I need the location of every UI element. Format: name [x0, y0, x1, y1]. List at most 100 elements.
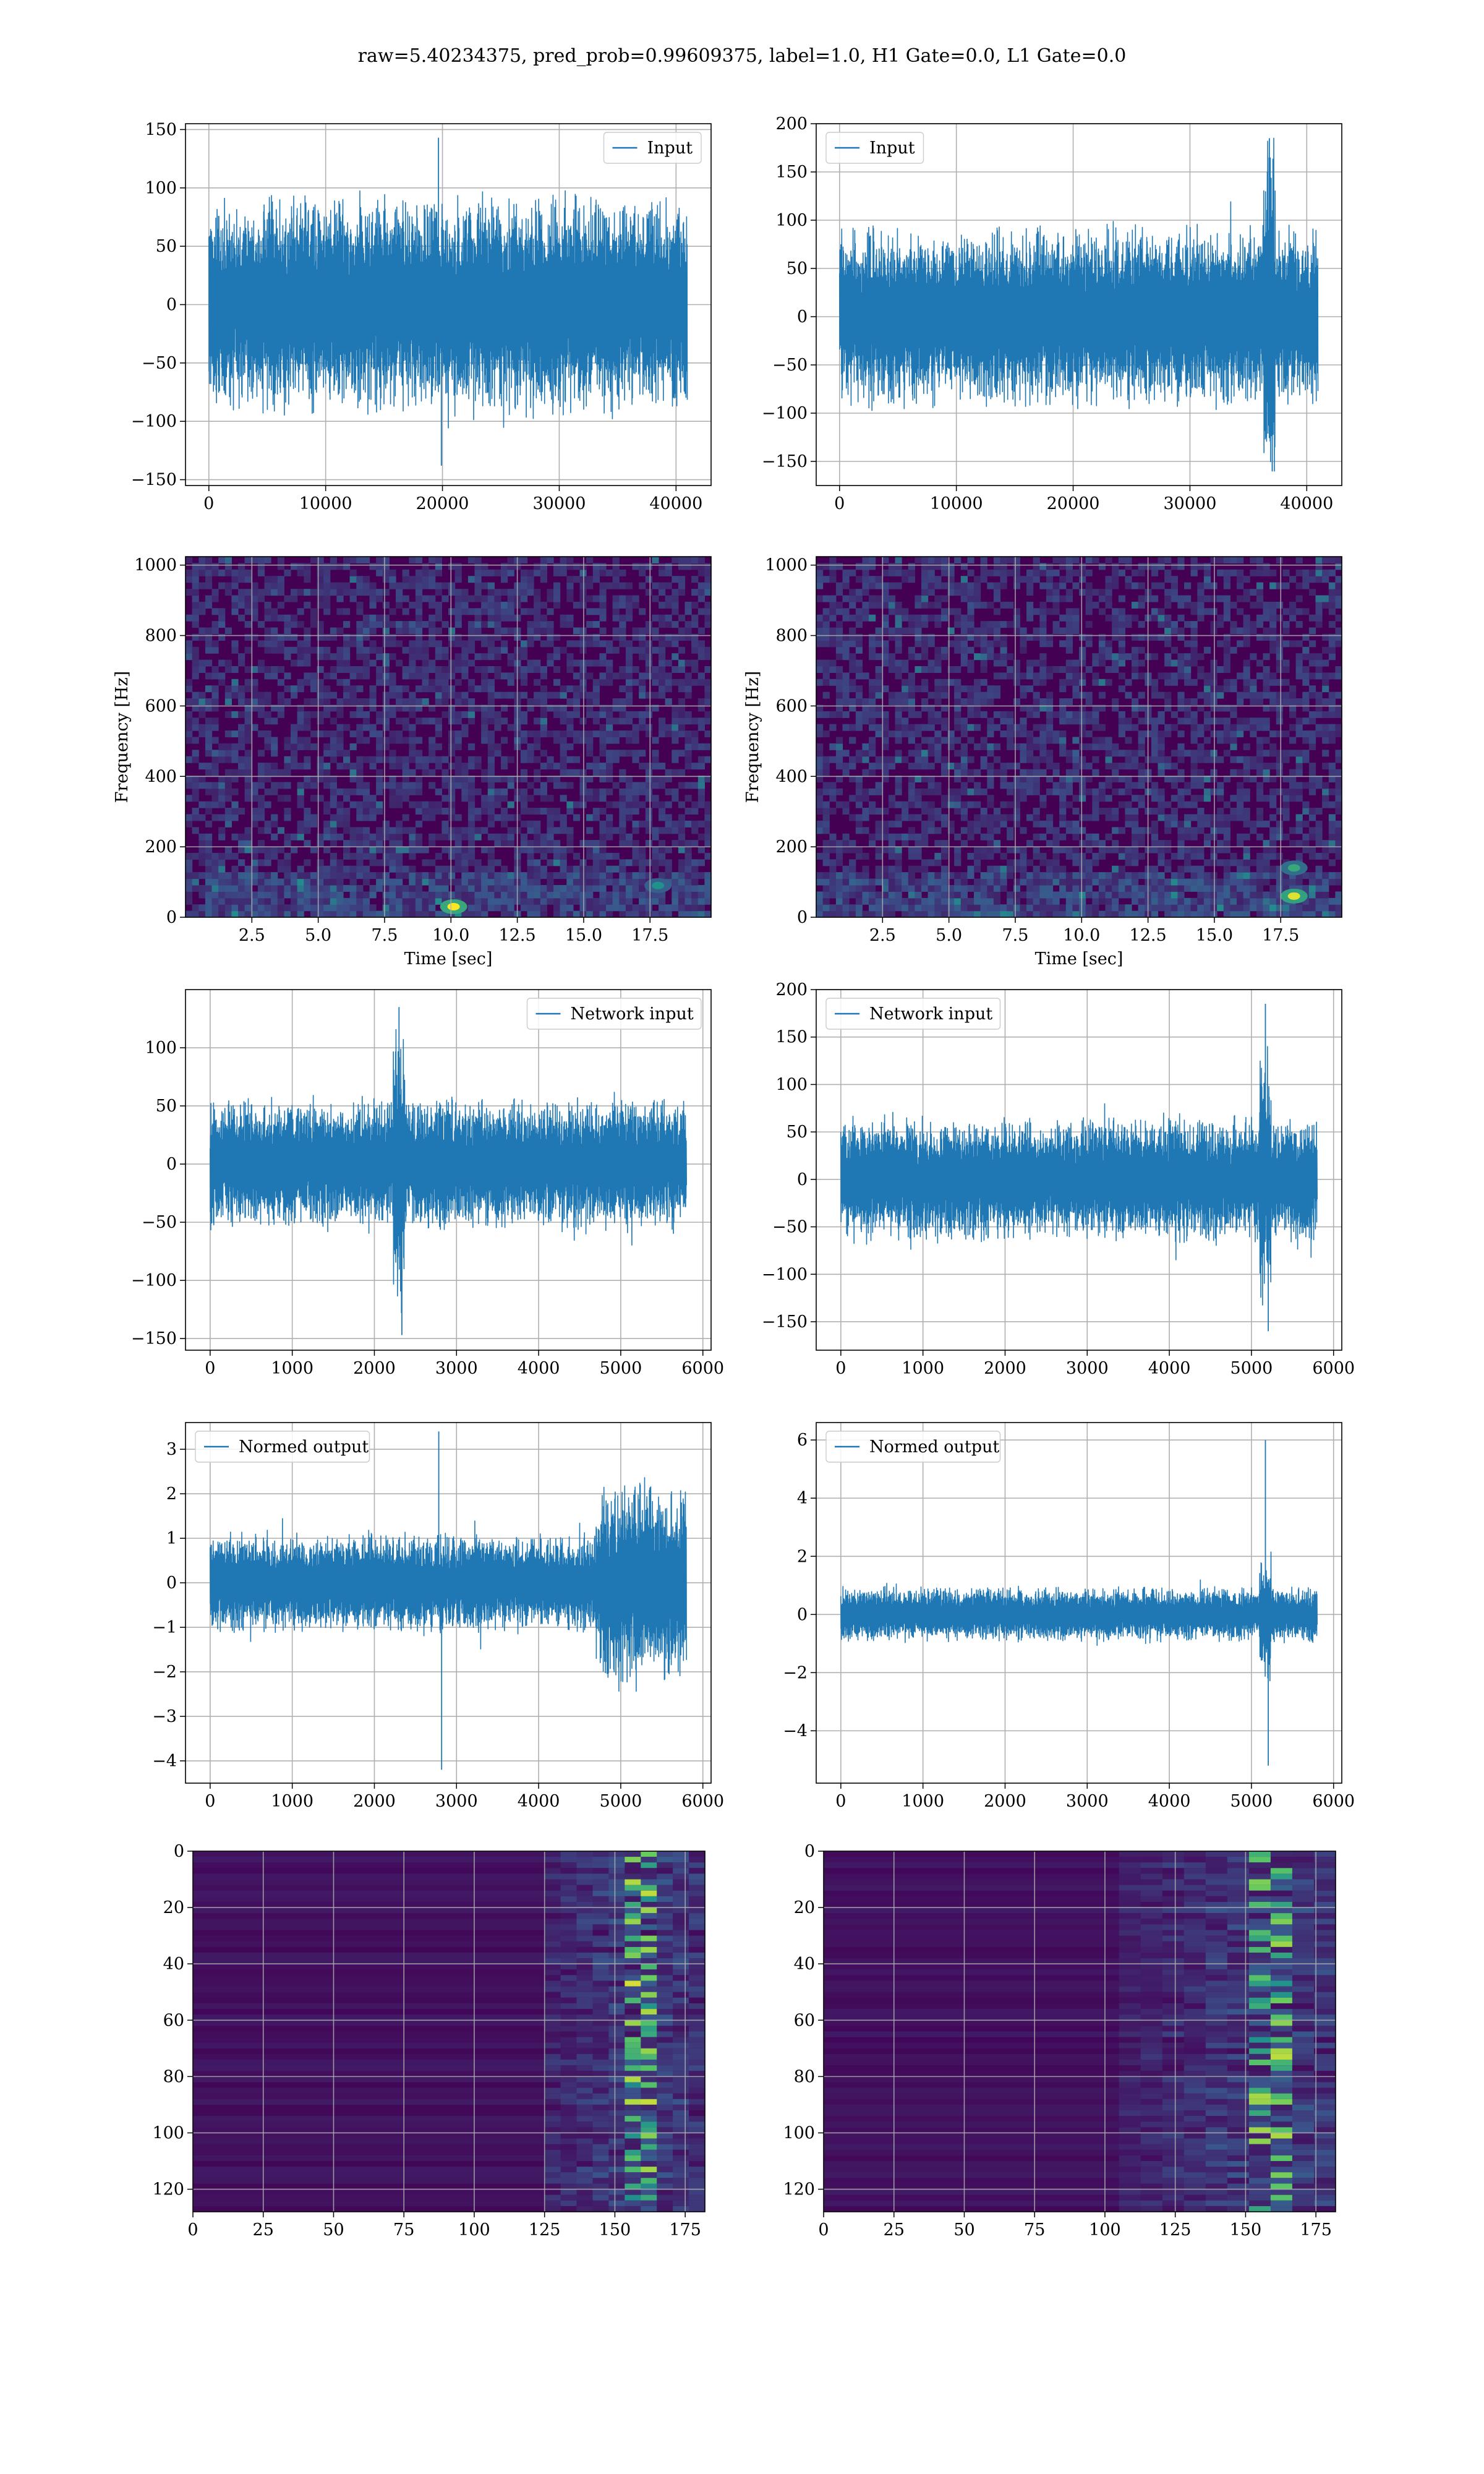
- spectrogram-cell: [606, 672, 613, 680]
- spectrogram-cell: [356, 627, 364, 635]
- spectrogram-cell: [980, 653, 987, 661]
- spectrogram-cell: [869, 633, 876, 641]
- spectrogram-cell: [895, 621, 902, 628]
- spectrogram-cell: [218, 672, 226, 680]
- spectrogram-cell: [1105, 910, 1112, 918]
- spectrogram-cell: [908, 698, 915, 705]
- spectrogram-cell: [954, 884, 962, 892]
- spectrogram-cell: [915, 878, 922, 886]
- spectrogram-cell: [612, 827, 620, 834]
- spectrogram-cell: [481, 897, 488, 905]
- spectrogram-cell: [409, 627, 416, 635]
- spectrogram-cell: [1112, 865, 1119, 873]
- spectrogram-cell: [310, 730, 318, 738]
- spectrogram-cell: [842, 750, 850, 757]
- spectrogram-cell: [396, 878, 403, 886]
- spectrogram-cell: [362, 646, 370, 654]
- spectrogram-cell: [304, 782, 311, 789]
- spectrogram-cell: [257, 621, 265, 628]
- spectrogram-cell: [1039, 833, 1047, 841]
- spectrogram-cell: [435, 717, 442, 725]
- y-tick-label: −50: [142, 354, 177, 373]
- spectrogram-cell: [1039, 614, 1047, 622]
- spectrogram-cell: [960, 576, 968, 583]
- spectrogram-cell: [284, 782, 291, 789]
- spectrogram-cell: [186, 589, 193, 596]
- spectrogram-cell: [940, 569, 949, 576]
- spectrogram-cell: [566, 808, 574, 815]
- spectrogram-cell: [1210, 704, 1217, 712]
- spectrogram-cell: [454, 769, 462, 776]
- spectrogram-cell: [192, 717, 199, 725]
- spectrogram-cell: [704, 833, 712, 841]
- spectrogram-cell: [192, 672, 199, 680]
- spectrogram-cell: [271, 589, 278, 596]
- spectrogram-cell: [960, 910, 968, 918]
- spectrogram-cell: [1118, 904, 1125, 912]
- l1-spectrogram-chart: 2.5 5.0 7.5 10.0 12.5 15.0 17.5020040060080010…: [743, 556, 1342, 969]
- spectrogram-cell: [842, 897, 850, 905]
- spectrogram-cell: [540, 846, 547, 854]
- spectrogram-cell: [487, 865, 495, 873]
- spectrogram-cell: [645, 640, 652, 648]
- spectrogram-cell: [1203, 576, 1211, 583]
- spectrogram-cell: [652, 557, 659, 563]
- spectrogram-cell: [1033, 633, 1040, 641]
- spectrogram-cell: [940, 872, 949, 880]
- spectrogram-cell: [1046, 589, 1054, 596]
- spectrogram-cell: [1026, 614, 1034, 622]
- spectrogram-cell: [619, 633, 626, 641]
- ticks: 2.5 5.0 7.5 10.0 12.5 15.0 17.5020040060080010…: [134, 556, 668, 945]
- spectrogram-cell: [1164, 730, 1172, 738]
- spectrogram-cell: [198, 852, 206, 860]
- spectrogram-cell: [441, 865, 449, 873]
- spectrogram-cell: [987, 646, 994, 654]
- spectrogram-cell: [297, 788, 304, 795]
- spectrogram-cell: [691, 782, 699, 789]
- spectrogram-cell: [619, 904, 626, 912]
- spectrogram-cell: [1118, 865, 1125, 873]
- spectrogram-cell: [501, 884, 508, 892]
- spectrogram-cell: [205, 557, 213, 563]
- spectrogram-cell: [665, 776, 672, 782]
- spectrogram-cell: [435, 788, 442, 795]
- spectrogram-cell: [349, 672, 357, 680]
- spectrogram-cell: [435, 872, 442, 880]
- spectrogram-cell: [224, 698, 232, 705]
- spectrogram-cell: [1171, 878, 1178, 886]
- spectrogram-cell: [586, 763, 594, 770]
- spectrogram-cell: [402, 582, 409, 589]
- spectrogram-cell: [1039, 897, 1047, 905]
- spectrogram-cell: [908, 814, 915, 821]
- spectrogram-cell: [1164, 633, 1172, 641]
- spectrogram-cell: [218, 897, 226, 905]
- spectrogram-cell: [330, 563, 337, 570]
- spectrogram-cell: [382, 614, 390, 622]
- x-tick-label: 2.5: [239, 926, 265, 945]
- spectrogram-cell: [940, 678, 949, 686]
- spectrogram-cell: [231, 769, 239, 776]
- spectrogram-cell: [474, 904, 482, 912]
- spectrogram-cell: [855, 878, 863, 886]
- spectrogram-cell: [1020, 646, 1027, 654]
- spectrogram-cell: [849, 614, 856, 622]
- spectrogram-cell: [1177, 852, 1185, 860]
- spectrogram-cell: [310, 891, 318, 899]
- spectrogram-cell: [888, 627, 896, 635]
- spectrogram-cell: [336, 659, 344, 667]
- spectrogram-cell: [1132, 840, 1139, 847]
- spectrogram-cell: [599, 840, 607, 847]
- x-tick-label: 7.5: [371, 926, 398, 945]
- spectrogram-cell: [1013, 672, 1020, 680]
- spectrogram-cell: [238, 743, 245, 750]
- spectrogram-cell: [323, 685, 331, 693]
- spectrogram-cell: [599, 724, 607, 731]
- spectrogram-cell: [908, 852, 915, 860]
- spectrogram-cell: [974, 769, 981, 776]
- spectrogram-cell: [257, 897, 265, 905]
- spectrogram-cell: [264, 897, 271, 905]
- spectrogram-cell: [822, 878, 830, 886]
- spectrogram-cell: [619, 827, 626, 834]
- spectrogram-cell: [967, 627, 974, 635]
- spectrogram-cell: [553, 891, 561, 899]
